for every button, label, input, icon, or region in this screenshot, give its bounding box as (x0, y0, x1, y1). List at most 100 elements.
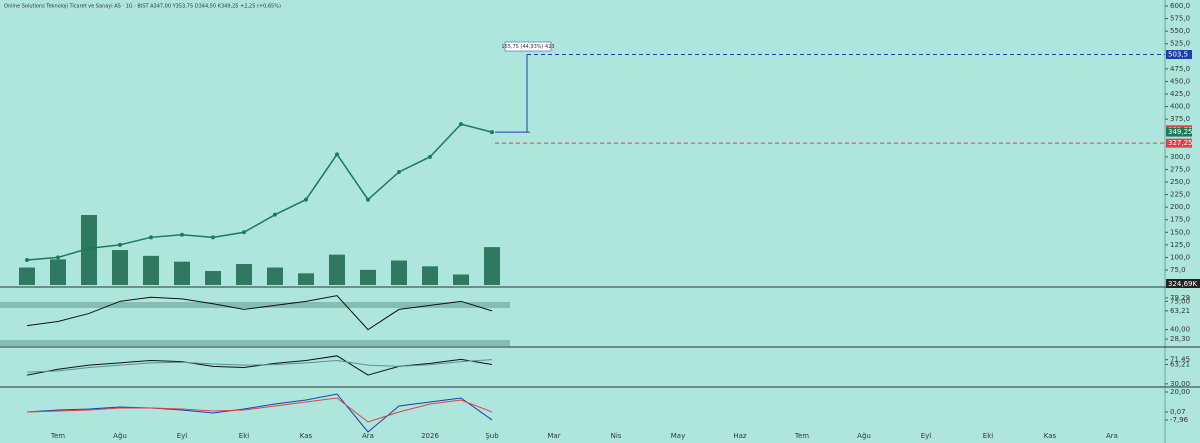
series-line (26, 397, 493, 423)
x-tick-label: Ağu (113, 432, 127, 440)
price-point (335, 152, 339, 157)
y-tick-label: 550,0 (1170, 27, 1190, 35)
x-tick-label: Kas (1044, 432, 1057, 440)
volume-bar (19, 267, 35, 285)
level-label: 503,5 (1168, 51, 1188, 59)
y-tick-label: 40,00 (1170, 326, 1190, 334)
price-point (87, 246, 91, 251)
y-tick-label: 600,0 (1170, 2, 1190, 10)
series-line (26, 295, 493, 331)
volume-bar (422, 266, 438, 285)
x-tick-label: Eyl (921, 432, 932, 440)
price-point (242, 230, 246, 235)
price-point (273, 212, 277, 217)
level-label-box (1166, 138, 1192, 148)
x-tick-label: Eyl (177, 432, 188, 440)
x-tick-label: Eki (239, 432, 249, 440)
y-tick-label: 63,21 (1170, 360, 1190, 368)
x-tick-label: Tem (50, 432, 65, 440)
annotation: 155,75 (44,93%) 423 (501, 44, 554, 50)
volume-bar (329, 254, 345, 285)
price-point (428, 154, 432, 159)
y-tick-label: 125,0 (1170, 241, 1190, 249)
annotation-box (504, 41, 552, 52)
level-label: 327,25 (1168, 139, 1193, 147)
series-line (26, 359, 493, 373)
price-point (56, 255, 60, 260)
y-tick-label: 300,0 (1170, 153, 1190, 161)
price-point (366, 197, 370, 202)
y-tick-label: 75,0 (1170, 266, 1186, 274)
x-tick-label: 2026 (421, 432, 439, 440)
x-tick-label: Mar (547, 432, 560, 440)
volume-bar (453, 274, 469, 285)
y-tick-label: 63,21 (1170, 307, 1190, 315)
y-tick-label: 250,0 (1170, 178, 1190, 186)
x-tick-label: Şub (485, 432, 499, 440)
price-point (25, 257, 29, 262)
volume-bar (298, 273, 314, 285)
x-tick-label: Nis (611, 432, 622, 440)
y-tick-label: 475,0 (1170, 65, 1190, 73)
series-line (26, 123, 493, 261)
level-label: 349,25 (1168, 128, 1193, 136)
indicator-band (0, 302, 510, 308)
price-point (211, 235, 215, 240)
y-tick-label: 20,00 (1170, 388, 1190, 396)
y-tick-label: 275,0 (1170, 165, 1190, 173)
y-tick-label: 450,0 (1170, 77, 1190, 85)
value-label-box (1166, 279, 1200, 288)
y-tick-label: 375,0 (1170, 115, 1190, 123)
x-tick-label: Tem (794, 432, 809, 440)
volume-bar (484, 247, 500, 285)
y-tick-label: 175,0 (1170, 216, 1190, 224)
price-point (118, 242, 122, 247)
y-tick-label: 575,0 (1170, 15, 1190, 23)
y-tick-label: 150,0 (1170, 228, 1190, 236)
series-line (26, 355, 493, 376)
y-tick-label: 425,0 (1170, 90, 1190, 98)
x-tick-label: Ara (1106, 432, 1118, 440)
price-point (397, 169, 401, 174)
volume-bar (205, 271, 221, 285)
series-line (26, 393, 493, 433)
chart-title: Online Solutions Teknoloji Ticaret ve Sa… (4, 4, 281, 10)
volume-bar (143, 255, 159, 285)
y-tick-label: 400,0 (1170, 103, 1190, 111)
y-tick-label: 200,0 (1170, 203, 1190, 211)
y-tick-label: 28,30 (1170, 335, 1190, 343)
y-tick-label: 71,45 (1170, 356, 1190, 364)
x-tick-label: Ağu (857, 432, 871, 440)
y-tick-label: 525,0 (1170, 40, 1190, 48)
price-point (490, 130, 494, 135)
y-tick-label: 100,0 (1170, 253, 1190, 261)
x-tick-label: Haz (733, 432, 747, 440)
y-tick-label: 30,00 (1170, 380, 1190, 388)
volume-bar (50, 259, 66, 285)
x-tick-label: May (671, 432, 685, 440)
volume-bar (360, 269, 376, 285)
x-tick-label: Eki (983, 432, 993, 440)
level-label-box (1166, 127, 1192, 137)
y-tick-label: 79,29 (1170, 294, 1190, 302)
price-point (304, 197, 308, 202)
volume-bar (267, 267, 283, 285)
price-point (180, 232, 184, 237)
level-label-box (1166, 50, 1192, 60)
y-tick-label: -7,96 (1170, 416, 1189, 424)
volume-label: 324,69K (1168, 280, 1197, 288)
price-point (459, 122, 463, 127)
volume-bar (391, 260, 407, 285)
volume-bar (236, 264, 252, 285)
x-tick-label: Ara (362, 432, 374, 440)
price-point (149, 235, 153, 240)
volume-bar (174, 261, 190, 285)
x-tick-label: Kas (300, 432, 313, 440)
volume-bar (112, 250, 128, 285)
indicator-band (0, 340, 510, 346)
y-tick-label: 225,0 (1170, 191, 1190, 199)
y-tick-label: 0,07 (1170, 408, 1186, 416)
